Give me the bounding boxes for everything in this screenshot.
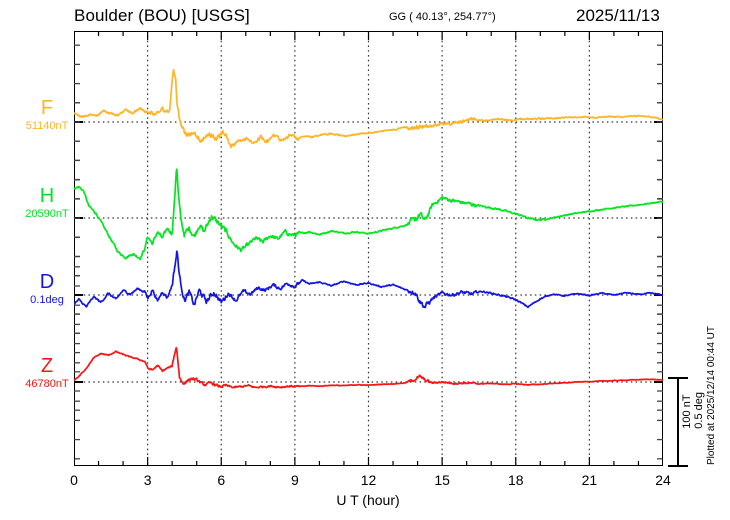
x-tick-label-21: 21 — [581, 472, 598, 488]
x-tick-label-0: 0 — [70, 472, 78, 488]
scale-bar-deg: 0.5 deg — [693, 392, 705, 429]
component-letter-f: F — [40, 97, 54, 119]
observation-date: 2025/11/13 — [576, 6, 660, 25]
x-tick-label-15: 15 — [434, 472, 450, 488]
x-tick-label-6: 6 — [217, 472, 226, 488]
magnetogram-plot — [74, 31, 663, 466]
scale-bar — [677, 378, 679, 466]
component-baseline-z: 46780nT — [25, 378, 69, 390]
x-tick-label-9: 9 — [290, 472, 299, 488]
component-baseline-f: 51140nT — [25, 120, 69, 132]
component-letter-d: D — [39, 271, 55, 293]
x-axis-label: U T (hour) — [336, 492, 400, 508]
component-label-h: H 20590nT — [25, 186, 68, 221]
scale-bar-nt: 100 nT — [681, 394, 693, 429]
component-label-d: D 0.1deg — [30, 272, 64, 307]
component-label-f: F 51140nT — [26, 98, 69, 133]
geographic-coordinates: GG ( 40.13°, 254.77°) — [389, 11, 496, 23]
page-title: Boulder (BOU) [USGS] — [74, 6, 250, 25]
x-tick-label-24: 24 — [655, 472, 671, 488]
plotted-timestamp: Plotted at 2025/12/14 00:44 UT — [706, 326, 717, 465]
x-tick-label-3: 3 — [143, 472, 152, 488]
scale-bar-top-cap — [668, 377, 688, 379]
component-letter-h: H — [39, 185, 55, 207]
component-baseline-h: 20590nT — [25, 208, 69, 220]
component-baseline-d: 0.1deg — [30, 294, 64, 306]
x-tick-label-18: 18 — [507, 472, 524, 488]
component-label-z: Z 46780nT — [25, 356, 68, 391]
x-tick-label-12: 12 — [360, 472, 377, 488]
component-letter-z: Z — [40, 355, 54, 377]
scale-bar-bottom-cap — [668, 465, 688, 467]
